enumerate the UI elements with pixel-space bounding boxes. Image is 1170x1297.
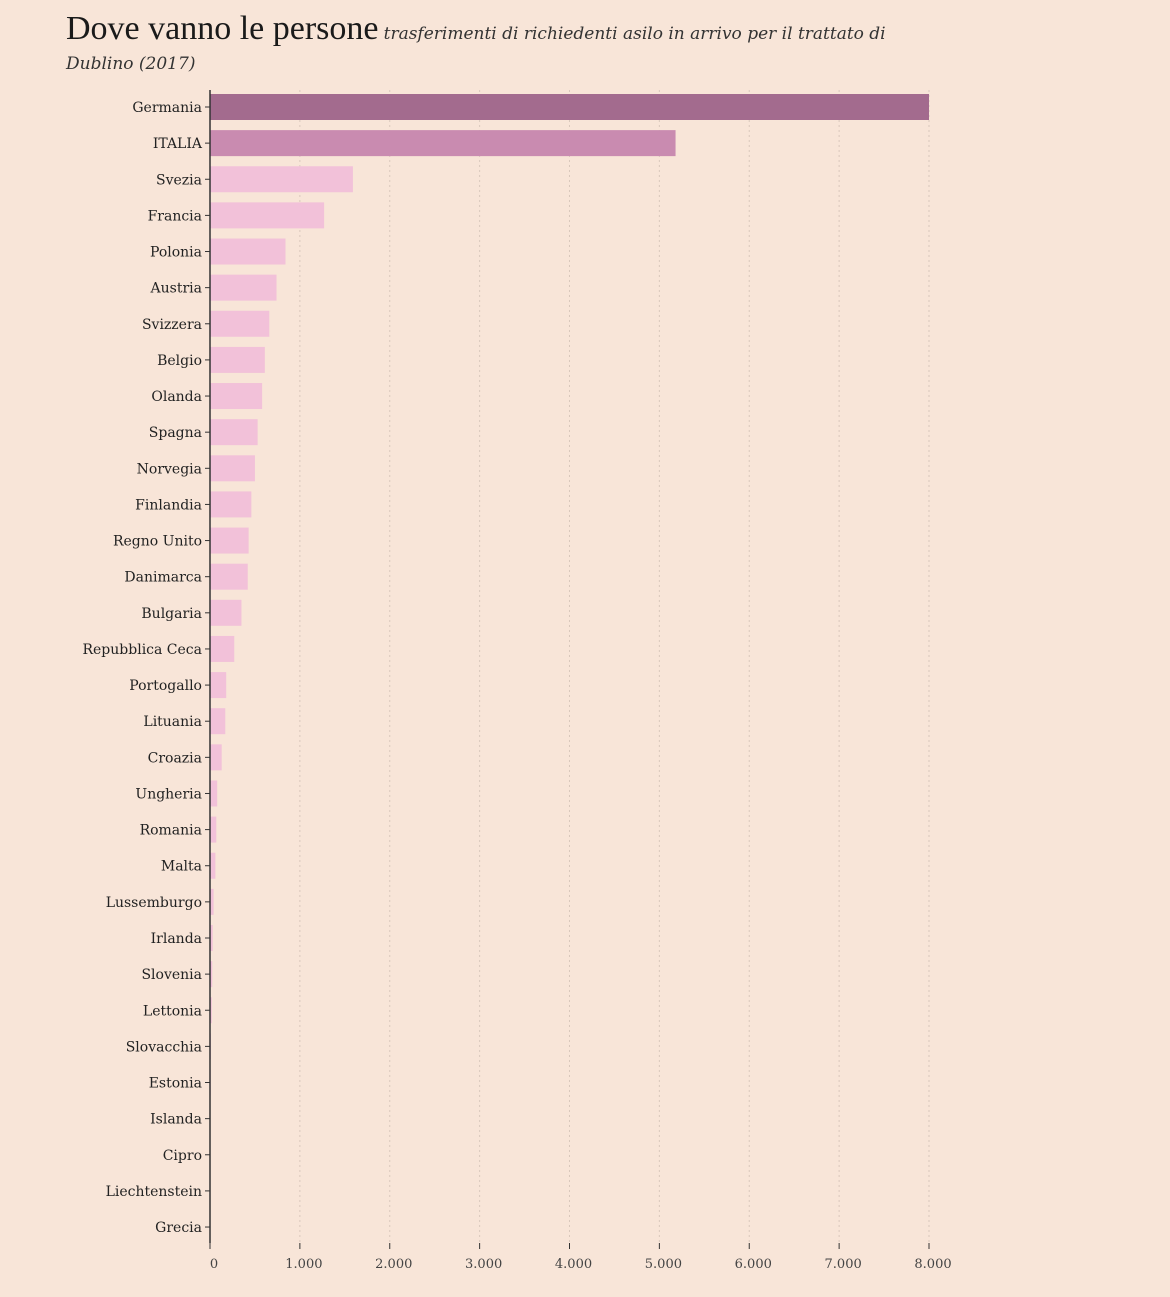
bar-italia xyxy=(210,130,676,157)
bar-malta xyxy=(210,852,216,879)
bar-regno-unito xyxy=(210,527,249,554)
category-label: Cipro xyxy=(163,1148,202,1164)
category-label: Belgio xyxy=(157,353,202,369)
category-label: Svizzera xyxy=(142,317,202,333)
bar-irlanda xyxy=(210,924,213,951)
x-tick-label: 5.000 xyxy=(645,1257,682,1272)
category-label: Ungheria xyxy=(135,786,202,802)
category-label: Portogallo xyxy=(129,678,202,694)
category-label: Finlandia xyxy=(135,497,202,513)
category-label: Slovenia xyxy=(141,967,202,983)
bar-romania xyxy=(210,816,217,843)
category-label: Olanda xyxy=(151,389,202,405)
x-axis-ticks: 0 1.000 2.000 3.000 4.000 5.000 6.000 7.000 8.00… xyxy=(209,1243,952,1272)
bar-lettonia xyxy=(210,997,212,1024)
bar-belgio xyxy=(210,346,265,373)
category-labels: Germania ITALIA Svezia Francia Polonia Austri… xyxy=(82,100,202,1236)
category-label: Lussemburgo xyxy=(106,895,202,911)
x-tick-label: 7.000 xyxy=(825,1257,862,1272)
category-label: Danimarca xyxy=(124,570,202,586)
chart-title: Dove vanno le persone xyxy=(66,10,379,47)
bar-portogallo xyxy=(210,672,227,699)
bar-danimarca xyxy=(210,563,248,590)
category-label: Francia xyxy=(148,208,202,224)
y-axis xyxy=(205,90,211,1243)
bar-spagna xyxy=(210,419,258,446)
bar-olanda xyxy=(210,383,263,410)
bar-ungheria xyxy=(210,780,218,807)
bar-croazia xyxy=(210,744,222,771)
category-label: Estonia xyxy=(149,1076,202,1092)
category-label: Svezia xyxy=(156,172,202,188)
category-label: ITALIA xyxy=(153,136,203,152)
chart-subtitle: trasferimenti di richiedenti asilo in ar… xyxy=(66,24,886,74)
x-tick-label: 0 xyxy=(210,1257,218,1272)
category-label: Austria xyxy=(150,281,202,297)
bar-svizzera xyxy=(210,310,270,337)
x-tick-label: 6.000 xyxy=(735,1257,772,1272)
bar-finlandia xyxy=(210,491,252,518)
bar-lituania xyxy=(210,708,226,735)
bar-austria xyxy=(210,274,277,301)
category-label: Repubblica Ceca xyxy=(82,642,202,658)
chart-header: Dove vanno le persone trasferimenti di r… xyxy=(66,12,946,79)
bars xyxy=(210,94,929,1241)
grid-lines xyxy=(299,90,930,1243)
bar-bulgaria xyxy=(210,599,242,626)
x-tick-label: 8.000 xyxy=(914,1257,951,1272)
category-label: Polonia xyxy=(150,245,202,261)
x-tick-label: 2.000 xyxy=(375,1257,412,1272)
category-label: Lituania xyxy=(143,714,202,730)
bar-germania xyxy=(210,94,929,120)
category-label: Romania xyxy=(140,823,202,839)
category-label: Grecia xyxy=(155,1220,202,1236)
category-label: Regno Unito xyxy=(113,534,202,550)
bar-slovenia xyxy=(210,961,213,988)
category-label: Bulgaria xyxy=(141,606,202,622)
bar-repubblica-ceca xyxy=(210,635,235,662)
bar-polonia xyxy=(210,238,286,265)
category-label: Lettonia xyxy=(143,1003,202,1019)
category-label: Croazia xyxy=(148,750,202,766)
x-tick-label: 1.000 xyxy=(285,1257,322,1272)
bar-lussemburgo xyxy=(210,888,214,915)
x-tick-label: 4.000 xyxy=(555,1257,592,1272)
category-label: Norvegia xyxy=(137,461,202,477)
category-label: Islanda xyxy=(150,1112,202,1128)
bar-norvegia xyxy=(210,455,255,482)
bar-francia xyxy=(210,202,325,229)
category-label: Spagna xyxy=(149,425,202,441)
category-label: Germania xyxy=(132,100,202,116)
category-label: Irlanda xyxy=(151,931,202,947)
category-label: Slovacchia xyxy=(126,1039,202,1055)
x-tick-label: 3.000 xyxy=(465,1257,502,1272)
category-label: Malta xyxy=(161,859,202,875)
bar-svezia xyxy=(210,166,353,193)
category-label: Liechtenstein xyxy=(106,1184,202,1200)
